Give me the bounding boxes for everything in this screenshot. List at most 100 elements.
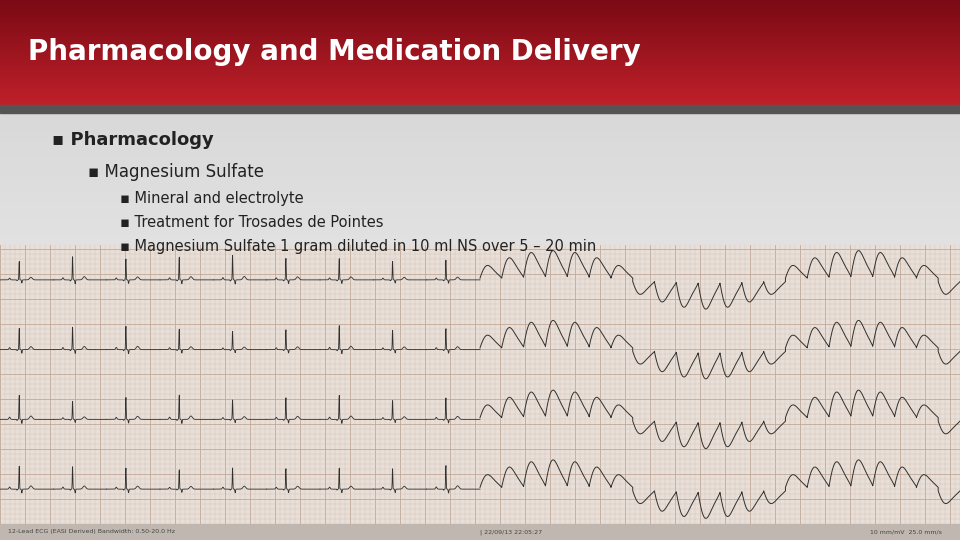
- Bar: [0, 50, 960, 52]
- Bar: [0, 110, 960, 116]
- Bar: [0, 24, 960, 26]
- Bar: [0, 294, 960, 301]
- Bar: [0, 316, 960, 322]
- Bar: [0, 0, 960, 1]
- Bar: [0, 45, 960, 47]
- Text: ▪ Magnesium Sulfate 1 gram diluted in 10 ml NS over 5 – 20 min: ▪ Magnesium Sulfate 1 gram diluted in 10…: [120, 239, 596, 254]
- Bar: [0, 474, 960, 480]
- Bar: [0, 305, 960, 312]
- Bar: [0, 42, 960, 45]
- Bar: [0, 2, 960, 4]
- Bar: [0, 207, 960, 214]
- Bar: [0, 60, 960, 63]
- Bar: [0, 35, 960, 37]
- Bar: [0, 224, 960, 230]
- Bar: [0, 82, 960, 84]
- Bar: [0, 92, 960, 94]
- Bar: [0, 447, 960, 453]
- Bar: [0, 256, 960, 262]
- Bar: [0, 17, 960, 19]
- Bar: [0, 56, 960, 58]
- Bar: [0, 278, 960, 285]
- Bar: [0, 46, 960, 49]
- Bar: [0, 517, 960, 524]
- Bar: [0, 51, 960, 54]
- Bar: [0, 202, 960, 208]
- Bar: [0, 1, 960, 3]
- Bar: [0, 79, 960, 82]
- Bar: [0, 381, 960, 388]
- Bar: [0, 69, 960, 71]
- Bar: [0, 197, 960, 203]
- Bar: [0, 103, 960, 105]
- Bar: [0, 102, 960, 104]
- Bar: [0, 66, 960, 68]
- Bar: [0, 174, 960, 181]
- Bar: [0, 25, 960, 28]
- Bar: [0, 41, 960, 43]
- Bar: [0, 4, 960, 6]
- Bar: [0, 100, 960, 103]
- Bar: [0, 376, 960, 382]
- Bar: [0, 62, 960, 64]
- Bar: [0, 21, 960, 24]
- Bar: [0, 44, 960, 46]
- Bar: [0, 496, 960, 502]
- Bar: [0, 463, 960, 469]
- Bar: [0, 12, 960, 15]
- Bar: [0, 284, 960, 290]
- Text: ▪ Magnesium Sulfate: ▪ Magnesium Sulfate: [88, 163, 264, 181]
- Bar: [0, 338, 960, 345]
- Bar: [0, 54, 960, 57]
- Bar: [0, 5, 960, 8]
- Bar: [0, 441, 960, 448]
- Bar: [0, 267, 960, 274]
- Bar: [0, 65, 960, 67]
- Bar: [0, 425, 960, 431]
- Bar: [0, 534, 960, 540]
- Bar: [0, 36, 960, 38]
- Bar: [0, 528, 960, 535]
- Bar: [0, 229, 960, 235]
- Bar: [0, 74, 960, 76]
- Bar: [0, 234, 960, 241]
- Bar: [0, 436, 960, 442]
- Bar: [0, 30, 960, 33]
- Bar: [0, 457, 960, 464]
- Text: ▪ Treatment for Trosades de Pointes: ▪ Treatment for Trosades de Pointes: [120, 215, 383, 230]
- Bar: [0, 484, 960, 491]
- Bar: [0, 48, 960, 50]
- Bar: [0, 120, 960, 127]
- Bar: [0, 349, 960, 355]
- Bar: [0, 430, 960, 437]
- Bar: [0, 75, 960, 77]
- Bar: [0, 37, 960, 39]
- Bar: [0, 169, 960, 176]
- Bar: [0, 20, 960, 22]
- Bar: [0, 91, 960, 93]
- Bar: [0, 80, 960, 83]
- Bar: [0, 15, 960, 17]
- Bar: [0, 343, 960, 350]
- Bar: [0, 420, 960, 426]
- Bar: [0, 115, 960, 122]
- Bar: [0, 83, 960, 85]
- Bar: [0, 105, 960, 113]
- Bar: [0, 58, 960, 60]
- Bar: [0, 10, 960, 12]
- Bar: [0, 251, 960, 257]
- Bar: [0, 68, 960, 70]
- Bar: [0, 523, 960, 529]
- Bar: [0, 218, 960, 225]
- Bar: [0, 245, 960, 540]
- Text: 10 mm/mV  25.0 mm/s: 10 mm/mV 25.0 mm/s: [870, 530, 942, 535]
- Bar: [0, 191, 960, 198]
- Bar: [0, 300, 960, 306]
- Bar: [0, 479, 960, 485]
- Bar: [0, 452, 960, 458]
- Bar: [0, 153, 960, 159]
- Bar: [0, 28, 960, 30]
- Bar: [0, 53, 960, 55]
- Bar: [0, 142, 960, 149]
- Bar: [0, 7, 960, 9]
